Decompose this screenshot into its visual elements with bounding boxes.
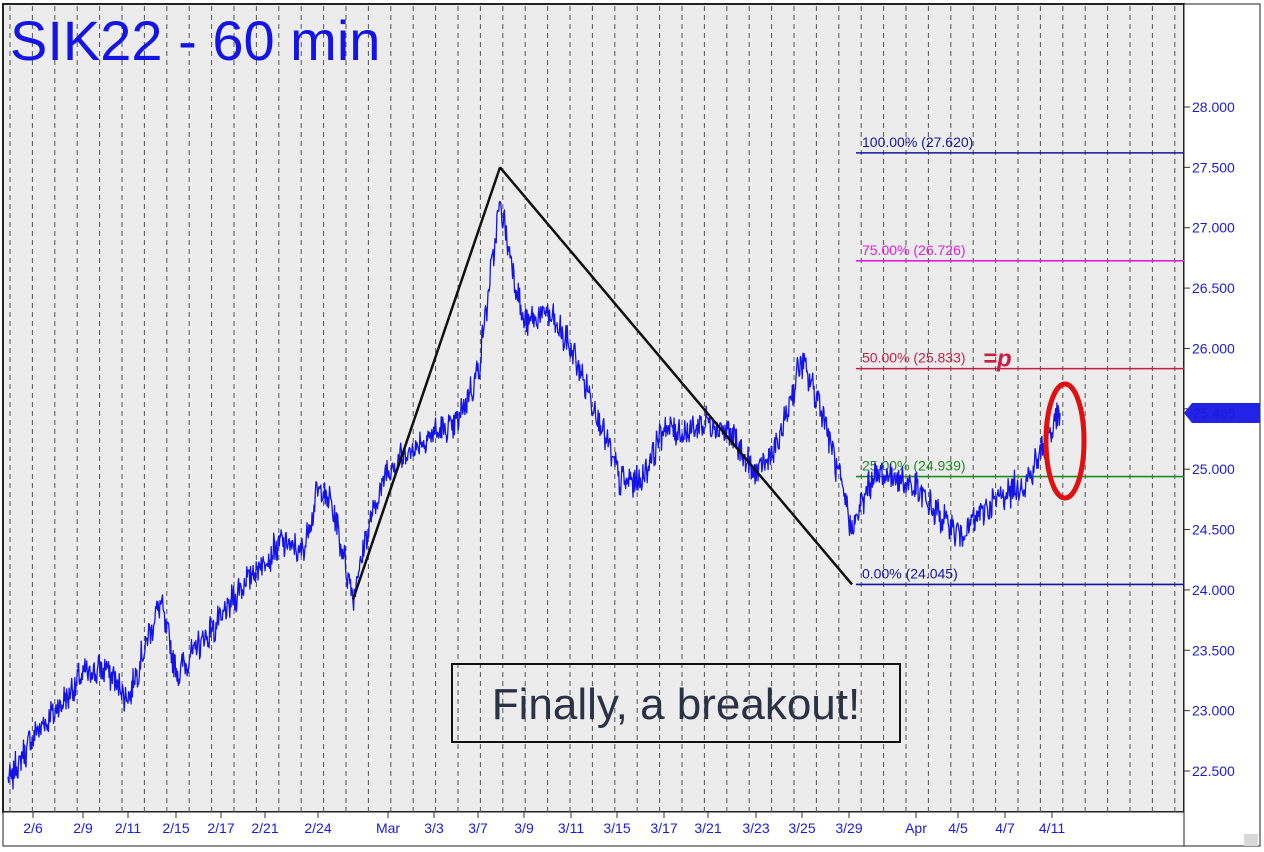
- fib-target-marker: =p: [983, 346, 1012, 373]
- fib-level-label: 75.00% (26.726): [862, 242, 966, 258]
- y-tick-label: 23.000: [1192, 703, 1235, 719]
- x-tick-label: 2/6: [23, 820, 43, 836]
- y-tick-label: 27.000: [1192, 220, 1235, 236]
- pattern-line: [351, 166, 502, 600]
- x-tick-label: 3/23: [742, 820, 769, 836]
- x-tick-label: 3/21: [694, 820, 721, 836]
- x-tick-label: 2/24: [304, 820, 331, 836]
- fib-level-label: 50.00% (25.833): [862, 350, 966, 366]
- y-tick-label: 24.000: [1192, 582, 1235, 598]
- fib-level-label: 0.00% (24.045): [862, 565, 958, 581]
- x-tick-label: 3/29: [835, 820, 862, 836]
- pattern-line: [499, 166, 853, 586]
- fib-levels: 100.00% (27.620) 75.00% (26.726) 50.00% (2…: [856, 134, 1184, 586]
- x-tick-label: 2/21: [251, 820, 278, 836]
- x-tick-label: 3/15: [603, 820, 630, 836]
- x-tick-label: Mar: [376, 820, 400, 836]
- x-tick-label: 3/7: [468, 820, 488, 836]
- breakout-highlight-ellipse: [1043, 381, 1087, 501]
- y-tick-label: 24.500: [1192, 522, 1235, 538]
- x-tick-label: 3/3: [424, 820, 444, 836]
- last-price-badge: 25.465: [1184, 403, 1260, 424]
- x-tick-label: 2/15: [162, 820, 189, 836]
- x-axis-strip: [2, 811, 1185, 847]
- y-tick-label: 26.500: [1192, 280, 1235, 296]
- y-tick-label: 25.000: [1192, 461, 1235, 477]
- x-tick-label: Apr: [905, 820, 927, 836]
- y-axis-strip: [1183, 3, 1261, 847]
- annotation-box: [451, 663, 901, 743]
- x-tick-label: 4/7: [995, 820, 1015, 836]
- chart-title: SIK22 - 60 min: [10, 9, 380, 72]
- price-line: [7, 200, 1061, 790]
- x-tick-label: 4/5: [948, 820, 968, 836]
- x-tick-label: 4/11: [1039, 820, 1065, 836]
- last-price-label: 25.465: [1193, 405, 1236, 421]
- x-tick-label: 3/17: [650, 820, 677, 836]
- plot-area: [2, 3, 1185, 813]
- price-series: [7, 200, 1061, 790]
- y-tick-label: 23.500: [1192, 642, 1235, 658]
- pattern-lines: [351, 166, 853, 600]
- y-tick-label: 28.000: [1192, 99, 1235, 115]
- x-tick-label: 2/11: [115, 820, 141, 836]
- last-price-badge-shape: [1184, 403, 1260, 424]
- x-tick-label: 2/17: [207, 820, 234, 836]
- x-tick-label: 3/9: [514, 820, 534, 836]
- x-tick-label: 3/25: [788, 820, 815, 836]
- annotation-text: Finally, a breakout!: [492, 680, 860, 729]
- x-tick-label: 2/9: [73, 820, 93, 836]
- scroll-arrow[interactable]: [1244, 834, 1258, 846]
- x-tick-label: 3/11: [558, 820, 584, 836]
- fib-level-label: 25.00% (24.939): [862, 458, 966, 474]
- y-tick-label: 26.000: [1192, 340, 1235, 356]
- y-tick-label: 22.500: [1192, 763, 1235, 779]
- x-axis-ticks: 2/6 2/9 2/11 2/15 2/17 2/21 2/24 Mar 3/3 3/7 3/9 3/…: [23, 812, 1065, 836]
- y-tick-label: 27.500: [1192, 159, 1235, 175]
- fib-level-label: 100.00% (27.620): [862, 134, 973, 150]
